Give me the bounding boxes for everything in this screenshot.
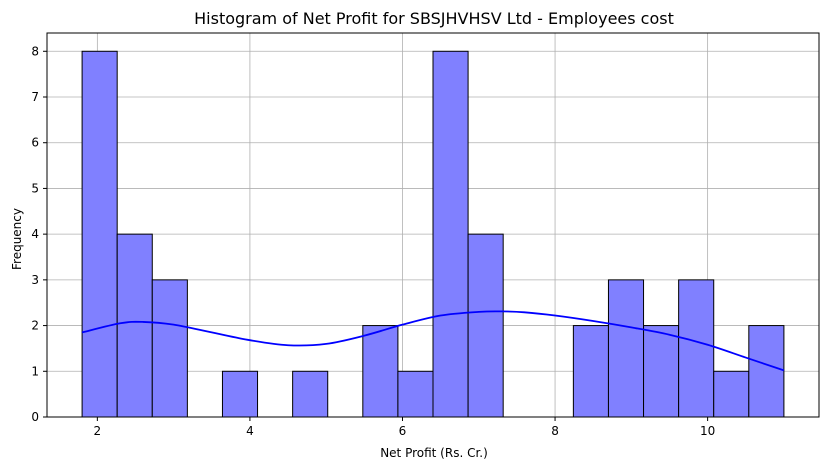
histogram-bar <box>81 50 118 418</box>
histogram-bar <box>362 325 399 418</box>
x-tick-label: 10 <box>700 424 715 438</box>
kde-curve <box>81 310 785 372</box>
histogram-bars <box>81 50 785 418</box>
y-axis-label: Frequency <box>10 208 24 270</box>
histogram-bar <box>713 370 750 418</box>
histogram-bar <box>678 279 715 418</box>
histogram-bar <box>292 370 329 418</box>
y-tick-label: 6 <box>31 136 39 150</box>
y-tick-label: 4 <box>31 227 39 241</box>
y-tick-label: 1 <box>31 364 39 378</box>
histogram-bar <box>432 50 469 418</box>
y-tick-label: 2 <box>31 319 39 333</box>
y-tick-label: 7 <box>31 90 39 104</box>
x-tick-label: 8 <box>551 424 559 438</box>
x-tick-label: 4 <box>246 424 254 438</box>
histogram-bar <box>467 233 504 418</box>
histogram-bar <box>221 370 259 418</box>
chart-title: Histogram of Net Profit for SBSJHVHSV Lt… <box>194 9 674 28</box>
histogram-bar <box>397 370 434 418</box>
axis-ticks: 2 4 6 8 10 0 1 2 3 4 5 6 7 8 <box>31 44 715 438</box>
histogram-bar <box>643 325 680 418</box>
x-axis-label: Net Profit (Rs. Cr.) <box>380 446 488 460</box>
histogram-bar <box>116 233 153 418</box>
y-tick-label: 3 <box>31 273 39 287</box>
x-tick-label: 6 <box>399 424 407 438</box>
y-tick-label: 5 <box>31 181 39 195</box>
histogram-bar <box>748 325 785 418</box>
y-tick-label: 8 <box>31 44 39 58</box>
histogram-bar <box>607 279 645 418</box>
x-tick-label: 2 <box>94 424 102 438</box>
histogram-bar <box>151 279 188 418</box>
histogram-bar <box>572 325 609 418</box>
y-tick-label: 0 <box>31 410 39 424</box>
plot-frame <box>46 32 820 418</box>
